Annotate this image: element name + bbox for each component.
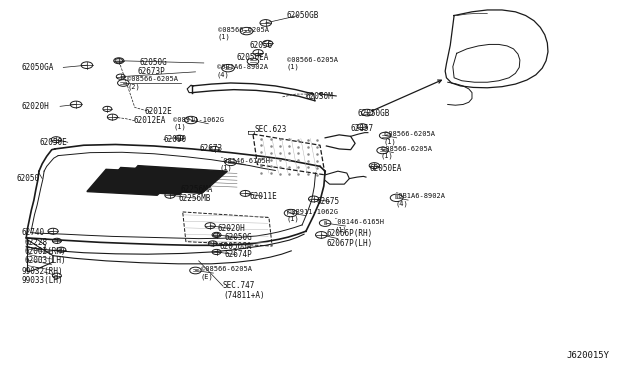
Text: 62050GA: 62050GA [220,241,252,250]
Text: 62674P: 62674P [224,250,252,259]
Text: ©08566-6205A
(1): ©08566-6205A (1) [287,57,338,70]
Text: 62673P: 62673P [138,67,166,76]
Circle shape [213,233,220,237]
Text: B: B [395,195,398,201]
Circle shape [115,58,123,63]
Text: 62740: 62740 [22,228,45,237]
Text: 62050GB: 62050GB [287,11,319,20]
Text: ©08566-6205A
(1): ©08566-6205A (1) [384,131,435,145]
Text: SEC.747
(74811+A): SEC.747 (74811+A) [223,281,264,300]
Text: SEC.623: SEC.623 [255,125,287,134]
Text: ¨08146-6165H
(1): ¨08146-6165H (1) [220,158,271,171]
Text: 62003(LH): 62003(LH) [25,256,67,264]
Text: 62012E: 62012E [145,108,172,116]
Text: 62090: 62090 [164,135,187,144]
Text: 62050GA: 62050GA [22,63,54,72]
Text: 62050EA: 62050EA [370,164,402,173]
Text: ©0B1A6-8902A
(4): ©0B1A6-8902A (4) [216,64,268,78]
Text: 62030M: 62030M [306,92,333,101]
Polygon shape [102,167,205,195]
Text: 62050E: 62050E [39,138,67,147]
Text: 62673: 62673 [200,144,223,153]
Text: 62050G: 62050G [140,58,168,67]
Text: 62256MB: 62256MB [178,194,211,203]
Text: ©08566-6205A
(1): ©08566-6205A (1) [218,26,269,40]
Polygon shape [119,166,227,193]
Text: ©08566-6205A
(1): ©08566-6205A (1) [381,146,431,159]
Text: 62675: 62675 [317,197,340,206]
Text: 62050GB: 62050GB [357,109,389,118]
Text: ©08911-1062G
(1): ©08911-1062G (1) [287,209,338,222]
Text: ¨08146-6165H
(1): ¨08146-6165H (1) [334,219,385,233]
Text: 62050: 62050 [17,174,40,183]
Text: 62256MA: 62256MA [180,185,213,194]
Text: ©08566-6205A
(2): ©08566-6205A (2) [127,76,178,90]
Text: 99033(LH): 99033(LH) [22,276,63,285]
Text: 62012EA: 62012EA [134,116,166,125]
Text: 62056: 62056 [250,41,273,51]
Text: 62050G: 62050G [224,232,252,242]
Text: 99032(RH): 99032(RH) [22,267,63,276]
Text: ©08566-6205A
(E): ©08566-6205A (E) [200,266,252,280]
Text: 62057: 62057 [351,124,374,133]
Text: 62066P(RH)
62067P(LH): 62066P(RH) 62067P(LH) [326,229,372,248]
Text: 62020H: 62020H [22,102,49,111]
Text: 62050EA: 62050EA [237,52,269,61]
Text: J620015Y: J620015Y [566,351,610,360]
Text: ©08911-1062G
(1): ©08911-1062G (1) [173,117,224,131]
Text: 62020H: 62020H [218,224,246,233]
Text: 62002(RH): 62002(RH) [25,247,67,256]
Text: B: B [323,221,327,225]
Polygon shape [87,169,182,195]
Text: ¨0B1A6-8902A
(4): ¨0B1A6-8902A (4) [396,193,446,207]
Text: 62228: 62228 [25,238,48,247]
Text: 62011E: 62011E [250,192,278,201]
